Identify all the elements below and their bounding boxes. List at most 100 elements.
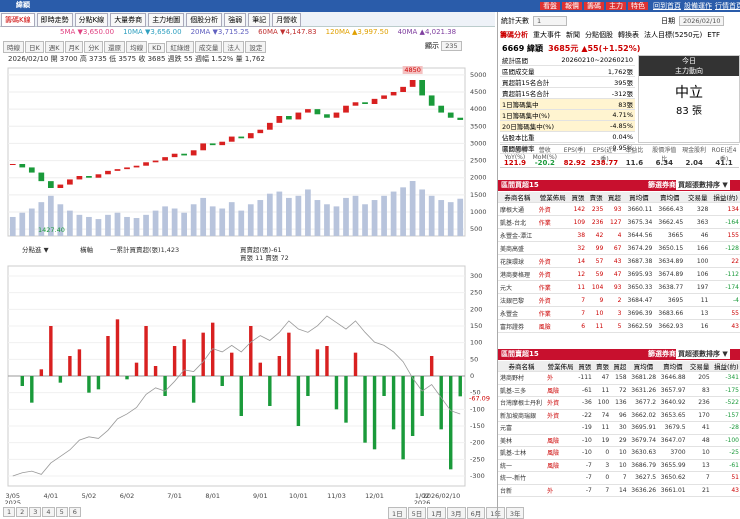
right-tab[interactable]: 轉換表 — [618, 31, 639, 39]
broker-row[interactable]: 凱基-士林 風險 -10 0 10 3630.63 3700 10 -25 — [498, 446, 740, 460]
page-button[interactable]: 1 — [3, 507, 16, 517]
broker-row[interactable]: 元大 作業 11 104 93 3650.33 3638.77 197 -174 — [498, 280, 740, 294]
cell: 3674.29 — [623, 241, 655, 255]
top-link[interactable]: 設備運作 — [684, 2, 712, 10]
stat-row: 賣超前15名合計 -312張 — [500, 87, 635, 99]
broker-row[interactable]: 統一 風險 -7 3 10 3686.79 3655.99 13 -61 — [498, 459, 740, 472]
cell: 3630.63 — [628, 446, 659, 460]
candle — [286, 116, 292, 120]
broker-row[interactable]: 台新外 -7 7 14 3636.26 3661.01 21 43 — [498, 484, 740, 497]
page-button[interactable]: 5 — [55, 507, 68, 517]
candle — [266, 122, 273, 130]
tool-button[interactable]: 法人 — [223, 41, 245, 53]
today: 今日 — [639, 56, 739, 66]
cell: -28 — [711, 421, 740, 435]
period-button[interactable]: 1月 — [427, 507, 446, 519]
tool-button[interactable]: 紅綠燈 — [166, 41, 194, 53]
stat-cell: 83張 — [557, 98, 635, 110]
volume-bar — [390, 191, 397, 236]
tool-button[interactable]: KD — [148, 43, 166, 53]
net-bar — [68, 356, 72, 376]
select[interactable]: 買超張數排序 ▼ — [676, 349, 730, 359]
stat-row: 統計區間 20260210~20260210 — [500, 55, 635, 66]
tab[interactable]: 即時走勢 — [36, 13, 73, 27]
tab[interactable]: 分點K線 — [74, 13, 109, 27]
volume-bar — [190, 204, 197, 236]
broker-row[interactable]: 元富 -19 11 30 3695.91 3679.5 41 -28 — [498, 421, 740, 435]
cell — [545, 421, 576, 435]
period-button[interactable]: 1日 — [388, 507, 407, 519]
period-button[interactable]: 5日 — [407, 507, 427, 519]
period-button[interactable]: 6月 — [466, 507, 486, 519]
broker-row[interactable]: 凱基-台北 作業 109 236 127 3675.34 3662.45 363 -164 — [498, 215, 740, 229]
tab[interactable]: 主力地圖 — [148, 13, 185, 27]
tool-button[interactable]: 日K — [25, 41, 44, 53]
top-button[interactable]: 籌碼 — [584, 2, 604, 10]
cell: 作業 — [536, 306, 569, 320]
cell: 3657.97 — [658, 384, 688, 397]
volume-bar — [133, 218, 140, 236]
period-button[interactable]: 3月 — [446, 507, 466, 519]
cell: 57 — [587, 254, 606, 268]
tab[interactable]: 強弱 — [224, 13, 247, 27]
broker-row[interactable]: 永豐金 作業 7 10 3 3696.39 3683.66 13 55 — [498, 306, 740, 320]
tool-button[interactable]: 週K — [44, 41, 64, 53]
page-button[interactable]: 6 — [68, 507, 81, 517]
date-value[interactable]: 2026/02/10 — [679, 16, 725, 26]
broker-row[interactable]: 港商野村外 -111 47 158 3681.28 3646.88 205 -341 — [498, 371, 740, 385]
value-tag-bg — [467, 394, 491, 403]
tab[interactable]: 月營收 — [272, 13, 302, 27]
value-tag: -67.09 — [469, 394, 490, 402]
top-button[interactable]: 主力 — [606, 2, 626, 10]
right-tab[interactable]: ETF — [707, 31, 721, 39]
broker-row[interactable]: 台灣摩根士丹利 外資 -36 100 136 3677.2 3640.92 236 -522 — [498, 396, 740, 410]
right-tab[interactable]: 重大事件 — [533, 31, 561, 39]
top-button[interactable]: 特色 — [628, 2, 648, 10]
tool-button[interactable]: 分K — [84, 41, 104, 53]
top-link[interactable]: 行情首頁 — [715, 2, 740, 10]
tab[interactable]: 籌碼K線 — [1, 13, 35, 27]
tab[interactable]: 個股分析 — [186, 13, 223, 27]
right-tab[interactable]: 籌碼分析 — [500, 31, 528, 39]
cell: 3650.15 — [654, 241, 686, 255]
broker-row[interactable]: 美商高盛 32 99 67 3674.29 3650.15 166 -128 — [498, 241, 740, 255]
broker-row[interactable]: 永豐金-潭江 38 42 4 3644.56 3665 46 155 — [498, 228, 740, 242]
broker-row[interactable]: 港商麥格理 外資 12 59 47 3695.93 3674.89 106 -112 — [498, 267, 740, 281]
tab[interactable]: 大量券商 — [110, 13, 147, 27]
cell: 3638.77 — [654, 280, 686, 294]
broker-row[interactable]: 新加坡商瑞銀 外資 -22 74 96 3662.02 3653.65 170 -157 — [498, 409, 740, 422]
broker-row[interactable]: 統一-新竹 -7 0 7 3627.5 3650.62 7 51 — [498, 471, 740, 485]
tool-button[interactable]: 成交量 — [194, 41, 223, 53]
broker-row[interactable]: 凱基-三多 風險 -61 11 72 3631.26 3657.97 83 -175 — [498, 384, 740, 397]
cell: 6 — [568, 319, 588, 333]
days-select[interactable]: 1 — [533, 16, 567, 26]
select[interactable]: 買超張數排序 ▼ — [676, 180, 730, 190]
broker-row[interactable]: 美林 風險 -10 19 29 3679.74 3647.07 48 -100 — [498, 434, 740, 447]
top-button[interactable]: 看盤 — [540, 2, 560, 10]
right-tab[interactable]: 新聞 — [566, 31, 580, 39]
net-bar — [210, 322, 215, 376]
page-button[interactable]: 3 — [29, 507, 42, 517]
tool-button[interactable]: 月K — [64, 41, 84, 53]
top-link[interactable]: 回到首頁 — [653, 2, 681, 10]
page-button[interactable]: 2 — [16, 507, 29, 517]
tool-button[interactable]: 時線 — [3, 41, 24, 53]
days[interactable]: 235 — [441, 41, 462, 51]
top-button[interactable]: 報價 — [562, 2, 582, 10]
candle — [238, 136, 245, 139]
cell: 30 — [611, 421, 629, 435]
right-tab[interactable]: 法人目標(5250元) — [644, 31, 703, 39]
broker-row[interactable]: 富邦證券 風險 6 11 5 3662.59 3662.93 16 43 — [498, 319, 740, 333]
page-button[interactable]: 4 — [42, 507, 55, 517]
tool-button[interactable]: 還原 — [104, 41, 126, 53]
tab[interactable]: 筆記 — [248, 13, 271, 27]
broker-row[interactable]: 摩根大通 外資 142 235 93 3660.11 3666.43 328 134 — [498, 202, 740, 216]
tool-button[interactable]: 設定 — [245, 41, 267, 53]
cell: 11 — [568, 280, 588, 294]
metric-value: 121.9 — [503, 159, 527, 167]
tool-button[interactable]: 均線 — [126, 41, 148, 53]
cell: 99 — [587, 241, 606, 255]
broker-row[interactable]: 法銀巴黎 外資 7 9 2 3684.47 3695 11 -4 — [498, 293, 740, 307]
right-tab[interactable]: 分點個股 — [585, 31, 613, 39]
broker-row[interactable]: 花旗環球 外資 14 57 43 3687.38 3634.89 100 22 — [498, 254, 740, 268]
